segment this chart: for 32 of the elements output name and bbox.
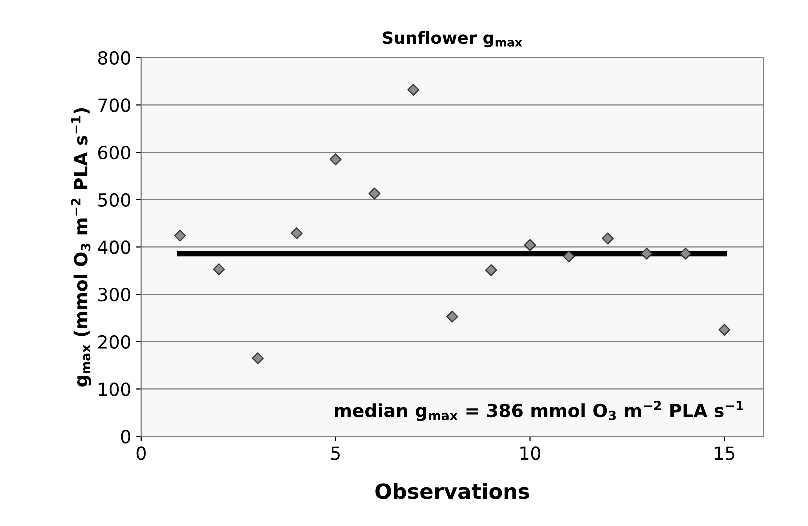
point [680, 248, 692, 260]
y-tick-label: 600 [98, 146, 130, 160]
x-tick-label: 10 [520, 446, 541, 460]
point [330, 154, 342, 166]
y-tick-label: 300 [98, 288, 130, 302]
y-tick-label: 800 [98, 51, 130, 65]
chart-title: Sunflower g$_{max}$ [383, 31, 522, 48]
x-axis-title: Observations [376, 483, 530, 500]
point [368, 188, 381, 200]
point [252, 352, 264, 364]
x-tick-label: 0 [136, 446, 146, 460]
point [485, 264, 498, 276]
y-tick-label: 200 [98, 335, 130, 350]
point [563, 250, 576, 263]
point [291, 228, 303, 240]
point [408, 84, 420, 96]
point [174, 230, 186, 242]
annotation: median g$_{max}$ = 386 mmol O$_{3}$ m$^{−2}$ PLA s$^{−1}$ [335, 401, 744, 422]
point [718, 324, 731, 336]
y-tick-label: 500 [98, 193, 130, 207]
y-tick-label: 100 [99, 382, 130, 396]
point [446, 310, 458, 323]
y-tick-label: 700 [98, 98, 130, 112]
point [640, 248, 653, 260]
point [524, 239, 536, 252]
point [213, 264, 226, 276]
x-tick-label: 5 [331, 446, 340, 460]
text: g$_{max}$ (mmol O$_{3}$ m$^{−2}$ PLA s$^{−1}$) [71, 108, 92, 387]
x-tick-label: 15 [715, 446, 735, 460]
point [602, 232, 614, 245]
y-tick-label: 0 [121, 430, 130, 444]
y-tick-label: 400 [98, 240, 130, 254]
